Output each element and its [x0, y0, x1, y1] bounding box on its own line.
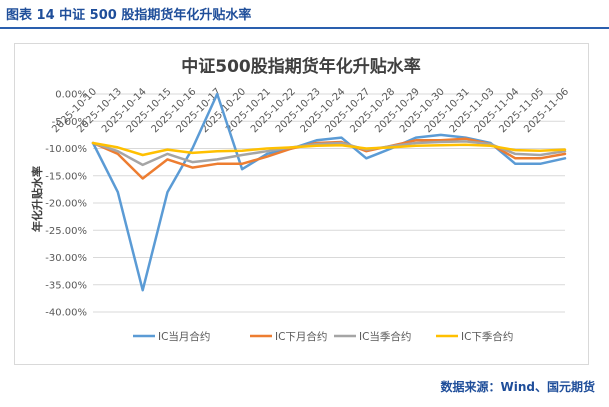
- y-tick-label: -30.00%: [45, 253, 87, 264]
- y-tick-label: -20.00%: [45, 199, 87, 210]
- legend-label: IC下季合约: [461, 330, 513, 343]
- chart-frame: 中证500股指期货年化升贴水率 0.00% -5.00% -10.00% -15.00…: [14, 43, 589, 365]
- gridlines: [93, 93, 565, 313]
- y-tick-label: 0.00%: [55, 90, 87, 101]
- line-chart: 中证500股指期货年化升贴水率 0.00% -5.00% -10.00% -15.00…: [30, 56, 571, 343]
- y-tick-label: -25.00%: [45, 226, 87, 237]
- y-tick-label: -5.00%: [52, 117, 87, 128]
- chart-title: 中证500股指期货年化升贴水率: [181, 56, 421, 77]
- y-axis-label: 年化升贴水率: [30, 166, 44, 232]
- legend-label: IC当月合约: [158, 330, 210, 343]
- legend-label: IC下月合约: [275, 330, 327, 343]
- y-tick-label: -35.00%: [45, 280, 87, 291]
- y-axis-ticks: 0.00% -5.00% -10.00% -15.00% -20.00% -25.00% -…: [45, 90, 87, 319]
- legend: IC当月合约 IC下月合约 IC当季合约 IC下季合约: [133, 330, 513, 343]
- figure-label: 图表 14 中证 500 股指期货年化升贴水率: [6, 8, 252, 23]
- y-tick-label: -10.00%: [45, 144, 87, 155]
- header-rule: [0, 27, 609, 29]
- y-tick-label: -40.00%: [45, 308, 87, 319]
- series-line-4: [91, 141, 567, 157]
- data-source: 数据来源：Wind、国元期货: [440, 380, 595, 394]
- series-line-3: [91, 140, 567, 167]
- y-tick-label: -15.00%: [45, 171, 87, 182]
- legend-label: IC当季合约: [359, 330, 411, 343]
- series-lines: [91, 92, 567, 292]
